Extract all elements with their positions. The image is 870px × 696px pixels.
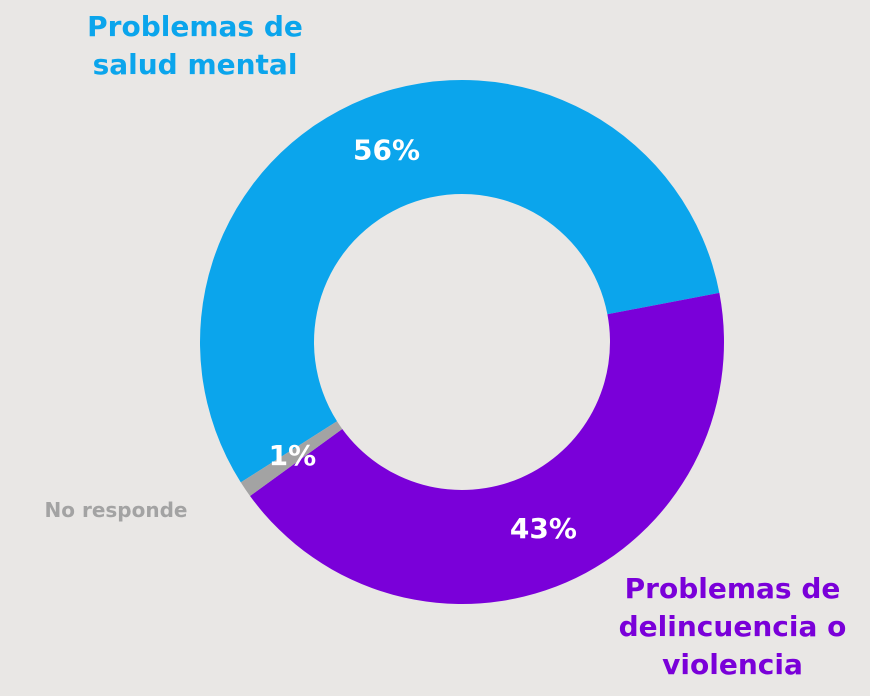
category-label: No responde [44,498,188,522]
value-label: 43% [510,512,577,545]
value-label: 1% [269,439,317,472]
value-label: 56% [353,133,420,166]
slice [250,292,725,604]
category-label: Problemas de delincuencia o violencia [618,572,847,681]
slice [200,80,720,483]
slice [240,421,343,496]
category-label: Problemas de salud mental [87,10,303,81]
